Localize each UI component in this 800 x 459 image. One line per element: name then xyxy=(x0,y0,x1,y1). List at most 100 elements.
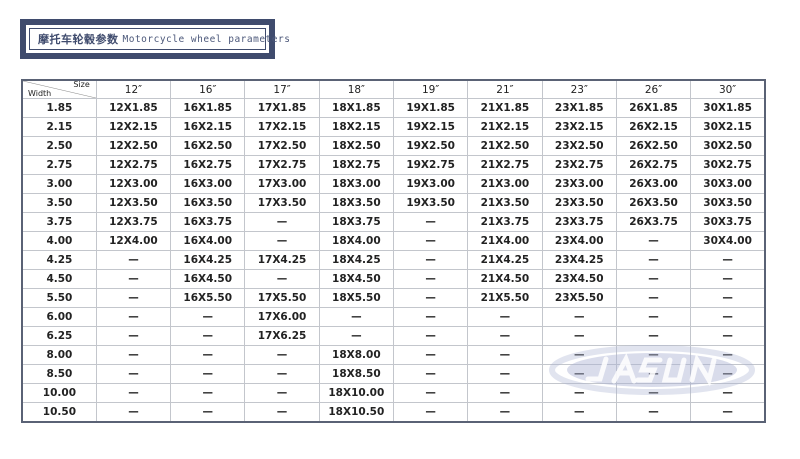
size-cell: 17X3.00 xyxy=(244,174,320,194)
width-cell: 10.00 xyxy=(21,383,97,403)
size-cell: 19X2.75 xyxy=(392,155,469,175)
size-cell: 23X4.00 xyxy=(541,231,617,251)
size-cell: 19X1.85 xyxy=(392,98,469,118)
size-cell: — xyxy=(690,250,766,270)
size-cell: 12X2.50 xyxy=(95,136,172,156)
width-cell: 4.25 xyxy=(21,250,97,270)
size-cell: — xyxy=(541,364,617,384)
size-cell: 26X3.75 xyxy=(615,212,692,232)
size-cell: — xyxy=(170,364,246,384)
size-cell: — xyxy=(541,307,617,327)
size-cell: 19X2.15 xyxy=(392,117,469,137)
size-cell: 17X4.25 xyxy=(244,250,320,270)
table-row: 5.50—16X5.50 17X5.50 18X5.50—21X5.50 23X5.5… xyxy=(21,288,766,308)
size-cell: — xyxy=(244,269,320,289)
size-cell: 21X2.75 xyxy=(467,155,543,175)
size-cell: 23X3.75 xyxy=(541,212,617,232)
size-cell: 16X1.85 xyxy=(170,98,246,118)
size-cell: — xyxy=(615,364,692,384)
size-cell: 18X10.50 xyxy=(318,402,394,423)
size-cell: 26X3.50 xyxy=(615,193,692,213)
size-cell: 21X2.50 xyxy=(467,136,543,156)
column-header: 18″ xyxy=(318,79,394,99)
size-cell: 21X4.50 xyxy=(467,269,543,289)
size-cell: — xyxy=(392,326,469,346)
size-cell: — xyxy=(690,364,766,384)
size-label: Size xyxy=(73,80,90,89)
size-cell: 17X1.85 xyxy=(244,98,320,118)
title-english: Motorcycle wheel parameters xyxy=(122,33,291,45)
column-header: 21″ xyxy=(467,79,543,99)
size-cell: — xyxy=(467,326,543,346)
size-cell: 18X3.00 xyxy=(318,174,394,194)
size-cell: 18X10.00 xyxy=(318,383,394,403)
size-cell: 17X5.50 xyxy=(244,288,320,308)
size-cell: 18X8.50 xyxy=(318,364,394,384)
size-cell: 23X1.85 xyxy=(541,98,617,118)
size-cell: 17X2.75 xyxy=(244,155,320,175)
size-cell: 12X4.00 xyxy=(95,231,172,251)
width-cell: 10.50 xyxy=(21,402,97,423)
size-cell: — xyxy=(95,383,172,403)
size-cell: — xyxy=(690,326,766,346)
size-cell: 18X2.15 xyxy=(318,117,394,137)
table-row: 3.50 12X3.50 16X3.50 17X3.50 18X3.50 19X3.50 2… xyxy=(21,193,766,213)
size-cell: 23X3.00 xyxy=(541,174,617,194)
size-cell: 26X3.00 xyxy=(615,174,692,194)
title-chinese: 摩托车轮毂参数 xyxy=(38,33,119,46)
column-header: 16″ xyxy=(170,79,246,99)
width-cell: 6.25 xyxy=(21,326,97,346)
size-cell: 18X3.75 xyxy=(318,212,394,232)
column-header: 12″ xyxy=(95,79,172,99)
size-cell: — xyxy=(467,364,543,384)
width-cell: 3.00 xyxy=(21,174,97,194)
size-cell: 23X2.50 xyxy=(541,136,617,156)
table-row: 3.75 12X3.75 16X3.75—18X3.75—21X3.75 23X3.7… xyxy=(21,212,766,232)
size-cell: 17X6.25 xyxy=(244,326,320,346)
size-cell: 23X4.25 xyxy=(541,250,617,270)
width-cell: 4.00 xyxy=(21,231,97,251)
width-cell: 2.15 xyxy=(21,117,97,137)
size-cell: 23X3.50 xyxy=(541,193,617,213)
size-cell: — xyxy=(392,383,469,403)
size-cell: — xyxy=(615,345,692,365)
size-cell: 26X2.75 xyxy=(615,155,692,175)
size-cell: 18X1.85 xyxy=(318,98,394,118)
size-cell: — xyxy=(244,212,320,232)
size-cell: — xyxy=(541,345,617,365)
column-header: 23″ xyxy=(541,79,617,99)
title-banner: 摩托车轮毂参数 Motorcycle wheel parameters xyxy=(20,19,290,59)
size-cell: — xyxy=(467,345,543,365)
size-cell: — xyxy=(615,288,692,308)
size-cell: — xyxy=(467,383,543,403)
size-cell: 16X2.15 xyxy=(170,117,246,137)
size-cell: 18X2.75 xyxy=(318,155,394,175)
size-cell: — xyxy=(170,345,246,365)
size-cell: — xyxy=(95,345,172,365)
size-cell: 18X4.00 xyxy=(318,231,394,251)
size-cell: — xyxy=(690,383,766,403)
width-cell: 4.50 xyxy=(21,269,97,289)
table-row: 1.85 12X1.85 16X1.85 17X1.85 18X1.85 19X1.85 2… xyxy=(21,98,766,118)
size-cell: 18X2.50 xyxy=(318,136,394,156)
title-inner: 摩托车轮毂参数 Motorcycle wheel parameters xyxy=(26,25,290,53)
size-cell: — xyxy=(392,288,469,308)
size-cell: 17X2.15 xyxy=(244,117,320,137)
size-cell: — xyxy=(95,307,172,327)
column-header: 26″ xyxy=(615,79,692,99)
size-cell: — xyxy=(467,402,543,423)
size-cell: — xyxy=(95,364,172,384)
size-cell: 23X2.75 xyxy=(541,155,617,175)
size-cell: 21X2.15 xyxy=(467,117,543,137)
table-row: 4.00 12X4.00 16X4.00—18X4.00—21X4.00 23X4.0… xyxy=(21,231,766,251)
size-cell: — xyxy=(615,402,692,423)
size-cell: 16X3.50 xyxy=(170,193,246,213)
size-cell: 16X5.50 xyxy=(170,288,246,308)
size-cell: 23X2.15 xyxy=(541,117,617,137)
size-cell: 18X5.50 xyxy=(318,288,394,308)
width-cell: 8.50 xyxy=(21,364,97,384)
size-cell: 17X6.00 xyxy=(244,307,320,327)
width-cell: 6.00 xyxy=(21,307,97,327)
table-row: 6.00— —17X6.00— — — — — — xyxy=(21,307,766,327)
column-header: 17″ xyxy=(244,79,320,99)
